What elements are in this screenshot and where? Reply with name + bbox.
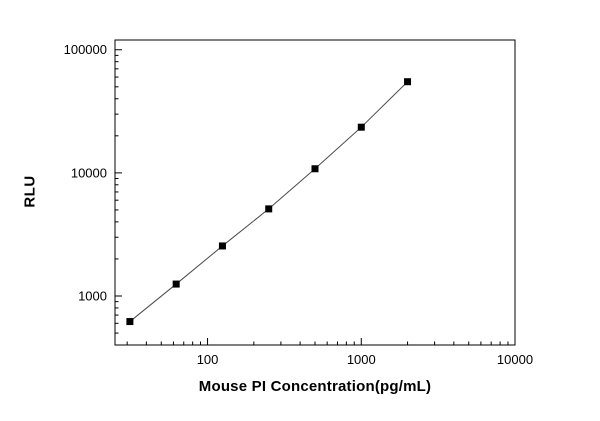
- y-axis-label: RLU: [21, 175, 39, 208]
- x-tick-label: 10000: [497, 352, 533, 367]
- data-point: [218, 242, 226, 250]
- x-tick-label: 100: [197, 352, 219, 367]
- y-tick-label: 100000: [64, 42, 107, 57]
- data-point: [357, 123, 365, 131]
- axis-frame: [114, 39, 516, 346]
- x-tick-label: 1000: [347, 352, 376, 367]
- x-axis-label: Mouse PI Concentration(pg/mL): [198, 378, 432, 395]
- y-tick-label: 10000: [71, 165, 107, 180]
- data-point: [172, 280, 180, 288]
- series-line: [129, 81, 408, 322]
- data-point: [265, 205, 273, 213]
- data-point: [311, 165, 319, 173]
- data-point: [404, 78, 412, 86]
- data-point: [126, 318, 134, 326]
- y-tick-label: 1000: [78, 289, 107, 304]
